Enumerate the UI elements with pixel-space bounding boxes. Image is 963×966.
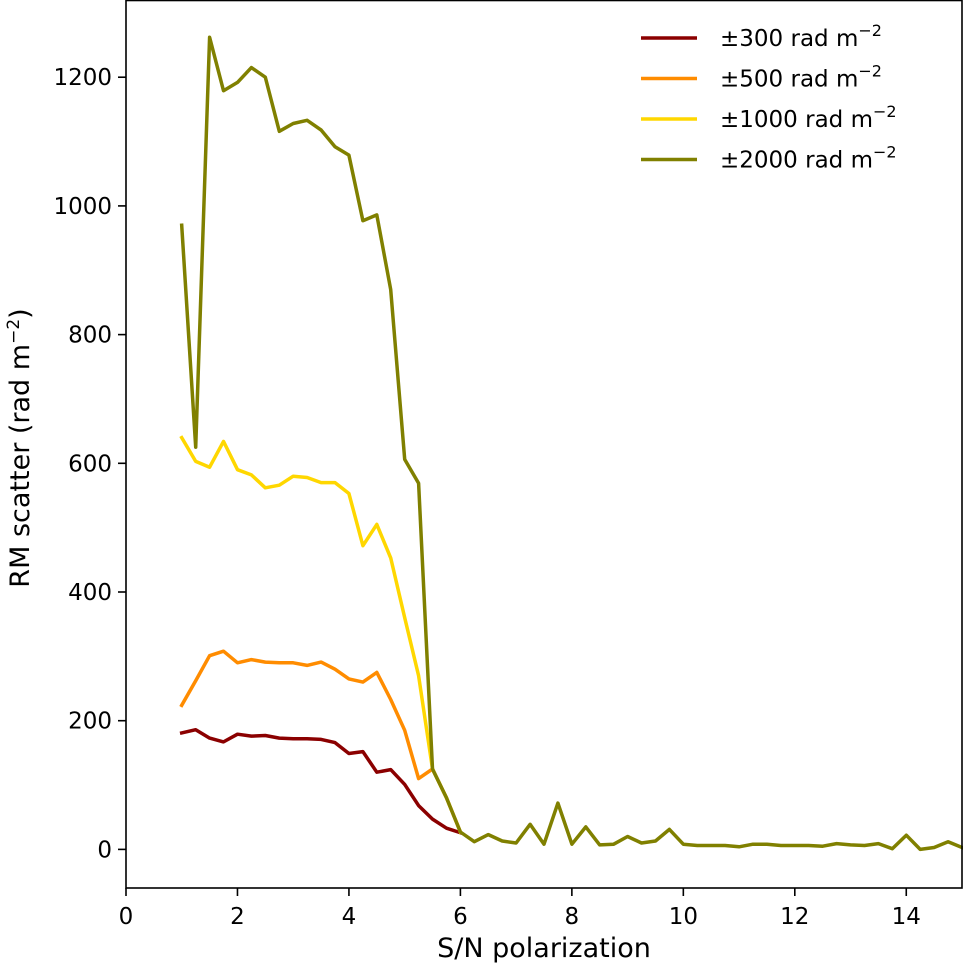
- plot-frame: [125, 0, 963, 889]
- axes-frame: [125, 0, 963, 889]
- x-tick-label: 14: [892, 904, 921, 930]
- legend-label-3: ±1000 rad m−2: [720, 102, 897, 133]
- y-tick-label: 200: [68, 709, 112, 735]
- x-axis-ticks: 0 2 4 6 8 10 12 14: [119, 888, 921, 930]
- y-axis-ticks: 0 200 400 600 800 1000 1200: [53, 65, 126, 863]
- series-line-1: [179, 727, 463, 835]
- x-tick-label: 6: [453, 904, 468, 930]
- y-tick-label: 1200: [53, 65, 112, 91]
- legend-label-1: ±300 rad m−2: [720, 21, 882, 52]
- x-axis-title: S/N polarization: [437, 933, 651, 964]
- series-line-2: [179, 649, 463, 835]
- legend-label-4: ±2000 rad m−2: [720, 143, 897, 174]
- series-line-4: [179, 35, 963, 852]
- x-tick-label: 12: [780, 904, 809, 930]
- x-tick-label: 0: [119, 904, 134, 930]
- x-tick-label: 8: [565, 904, 580, 930]
- x-tick-label: 4: [342, 904, 357, 930]
- series-lines: [179, 35, 963, 852]
- y-tick-label: 0: [97, 837, 112, 863]
- y-axis-title-text: RM scatter (rad m: [5, 344, 36, 588]
- y-tick-label: 1000: [53, 194, 112, 220]
- legend: ±300 rad m−2 ±500 rad m−2 ±1000 rad m−2 ±20…: [641, 21, 897, 174]
- y-axis-title-close: ): [5, 308, 36, 319]
- y-tick-label: 800: [68, 323, 112, 349]
- y-axis-title-exponent: −2: [4, 319, 24, 344]
- y-tick-label: 400: [68, 580, 112, 606]
- x-tick-label: 2: [230, 904, 245, 930]
- y-axis-title: RM scatter (rad m−2): [4, 308, 36, 587]
- legend-label-2: ±500 rad m−2: [720, 62, 882, 93]
- x-tick-label: 10: [669, 904, 698, 930]
- series-line-3: [179, 435, 463, 835]
- y-tick-label: 600: [68, 451, 112, 477]
